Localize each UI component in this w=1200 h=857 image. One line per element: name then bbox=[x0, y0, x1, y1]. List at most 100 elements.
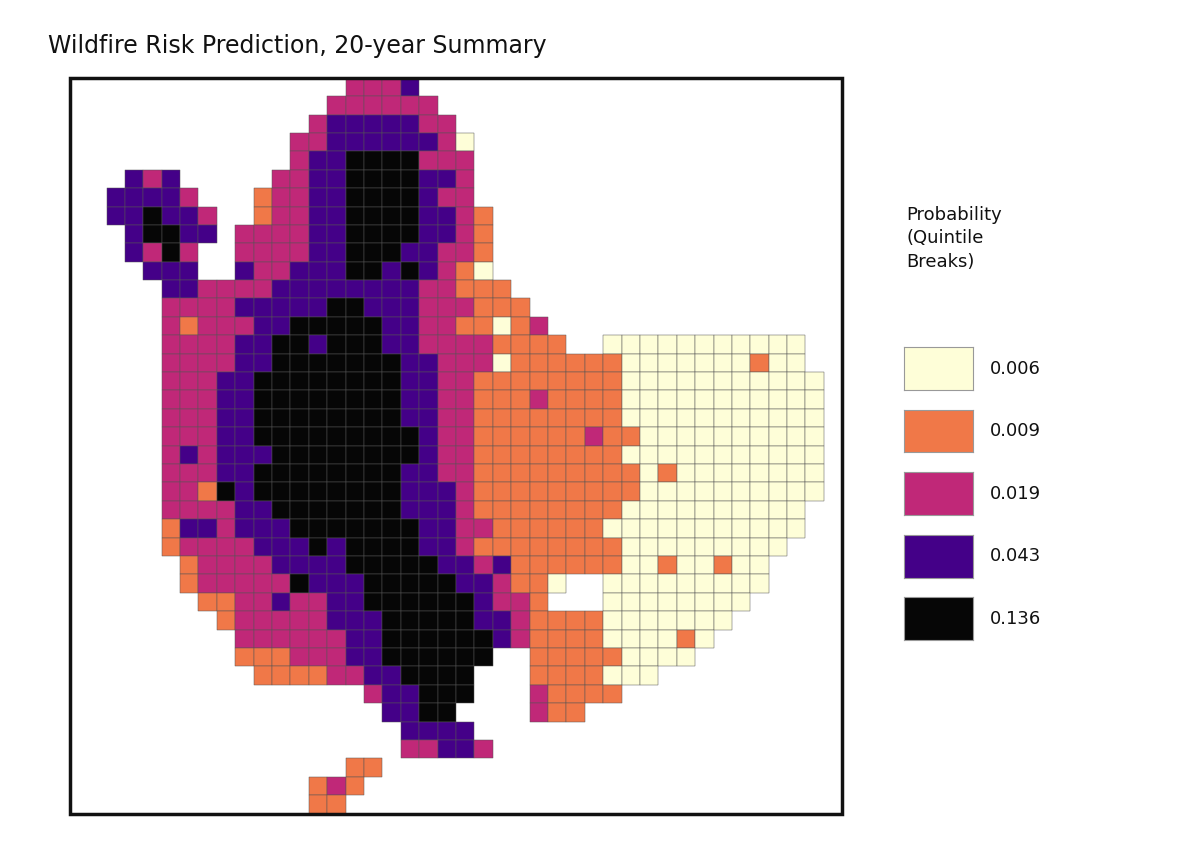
Bar bbox=[346, 667, 364, 685]
Bar bbox=[346, 170, 364, 189]
Bar bbox=[695, 428, 714, 446]
Bar bbox=[162, 280, 180, 298]
Bar bbox=[162, 243, 180, 261]
Bar bbox=[290, 335, 308, 354]
Bar bbox=[308, 391, 328, 409]
Bar bbox=[456, 464, 474, 482]
Bar bbox=[659, 537, 677, 556]
Bar bbox=[529, 593, 548, 611]
Bar bbox=[474, 298, 493, 317]
Bar bbox=[253, 189, 272, 207]
Bar bbox=[695, 574, 714, 593]
Bar bbox=[346, 776, 364, 795]
Bar bbox=[511, 464, 529, 482]
Bar bbox=[328, 667, 346, 685]
Bar bbox=[456, 133, 474, 152]
Bar bbox=[584, 354, 604, 372]
Bar bbox=[198, 280, 217, 298]
Bar bbox=[401, 428, 419, 446]
Bar bbox=[714, 446, 732, 464]
Bar bbox=[640, 667, 659, 685]
Bar bbox=[493, 280, 511, 298]
Bar bbox=[493, 611, 511, 630]
Bar bbox=[419, 482, 438, 500]
Bar bbox=[769, 372, 787, 391]
Bar bbox=[659, 593, 677, 611]
Bar bbox=[677, 372, 695, 391]
Bar bbox=[328, 574, 346, 593]
Bar bbox=[584, 685, 604, 703]
Bar bbox=[769, 482, 787, 500]
Bar bbox=[346, 78, 364, 96]
Bar bbox=[364, 280, 383, 298]
Bar bbox=[438, 133, 456, 152]
Bar bbox=[493, 391, 511, 409]
Bar bbox=[364, 317, 383, 335]
Bar bbox=[419, 261, 438, 280]
Bar bbox=[217, 500, 235, 519]
Bar bbox=[787, 335, 805, 354]
Bar bbox=[235, 611, 253, 630]
Bar bbox=[383, 133, 401, 152]
Bar bbox=[272, 372, 290, 391]
Bar bbox=[198, 298, 217, 317]
Bar bbox=[401, 189, 419, 207]
Bar bbox=[198, 519, 217, 537]
Bar bbox=[456, 428, 474, 446]
Bar bbox=[529, 317, 548, 335]
Bar bbox=[419, 537, 438, 556]
Bar bbox=[750, 335, 769, 354]
Bar bbox=[290, 133, 308, 152]
Bar bbox=[456, 225, 474, 243]
Bar bbox=[604, 482, 622, 500]
Bar bbox=[383, 556, 401, 574]
Bar bbox=[529, 611, 548, 630]
Bar bbox=[180, 556, 198, 574]
Bar bbox=[290, 630, 308, 648]
Bar bbox=[290, 280, 308, 298]
Bar bbox=[419, 317, 438, 335]
Bar bbox=[198, 428, 217, 446]
Bar bbox=[750, 500, 769, 519]
Bar bbox=[622, 667, 640, 685]
Bar bbox=[253, 611, 272, 630]
Bar bbox=[622, 428, 640, 446]
Bar bbox=[364, 593, 383, 611]
Bar bbox=[511, 354, 529, 372]
Bar bbox=[677, 556, 695, 574]
Text: 0.006: 0.006 bbox=[990, 359, 1040, 378]
Bar bbox=[732, 482, 750, 500]
Bar bbox=[511, 335, 529, 354]
Bar bbox=[308, 776, 328, 795]
Bar bbox=[162, 537, 180, 556]
Bar bbox=[290, 298, 308, 317]
Bar bbox=[529, 648, 548, 667]
Bar bbox=[548, 685, 566, 703]
Bar bbox=[529, 703, 548, 722]
Bar bbox=[290, 446, 308, 464]
Bar bbox=[235, 500, 253, 519]
Bar bbox=[474, 556, 493, 574]
Bar bbox=[346, 261, 364, 280]
Bar bbox=[584, 391, 604, 409]
Bar bbox=[456, 500, 474, 519]
Bar bbox=[308, 446, 328, 464]
Bar bbox=[217, 391, 235, 409]
Bar bbox=[198, 537, 217, 556]
Bar bbox=[364, 261, 383, 280]
Bar bbox=[346, 574, 364, 593]
Bar bbox=[659, 630, 677, 648]
Bar bbox=[217, 482, 235, 500]
Bar bbox=[659, 446, 677, 464]
Bar bbox=[769, 335, 787, 354]
Bar bbox=[529, 482, 548, 500]
Bar bbox=[290, 611, 308, 630]
Bar bbox=[604, 391, 622, 409]
Bar bbox=[419, 335, 438, 354]
Bar bbox=[107, 207, 125, 225]
Bar bbox=[474, 372, 493, 391]
Bar bbox=[235, 280, 253, 298]
Bar bbox=[438, 354, 456, 372]
Bar bbox=[419, 298, 438, 317]
Bar bbox=[346, 648, 364, 667]
